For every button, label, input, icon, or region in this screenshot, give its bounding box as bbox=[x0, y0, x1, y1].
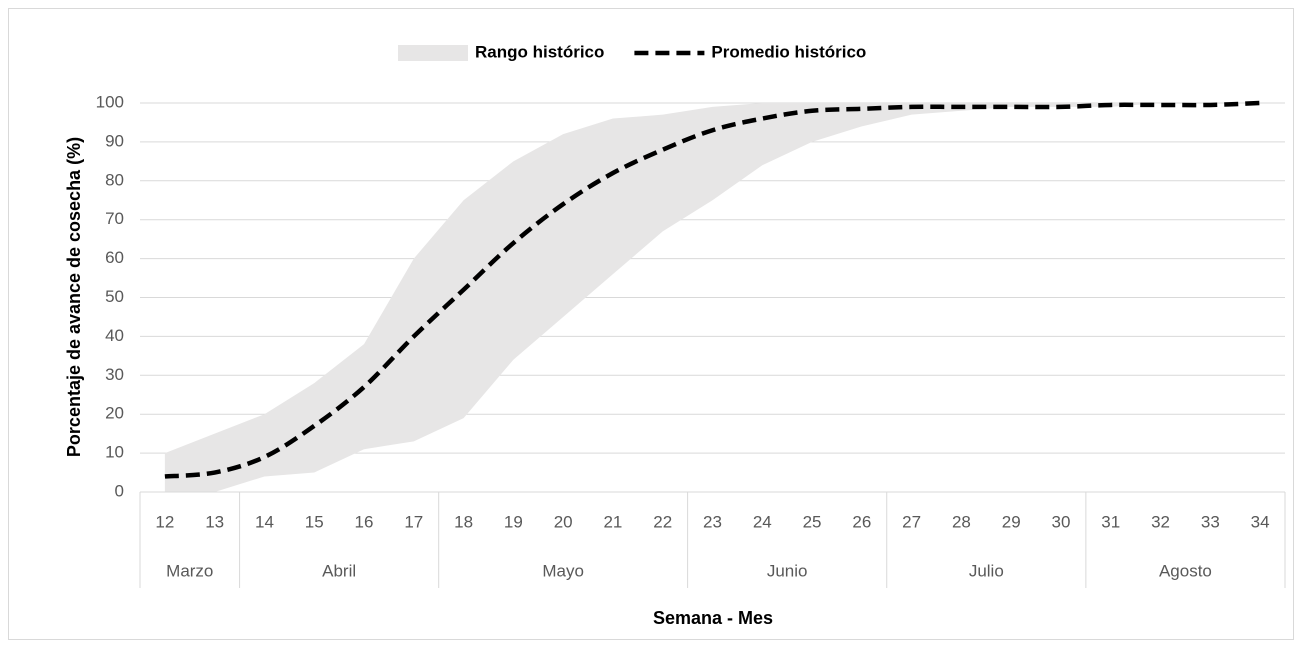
x-tick-label: 20 bbox=[554, 512, 573, 531]
y-tick-label: 80 bbox=[105, 170, 124, 189]
x-tick-label: 29 bbox=[1002, 512, 1021, 531]
y-tick-label: 20 bbox=[105, 404, 124, 423]
x-tick-label: 18 bbox=[454, 512, 473, 531]
x-group-label: Agosto bbox=[1159, 561, 1212, 580]
x-tick-label: 22 bbox=[653, 512, 672, 531]
x-tick-label: 21 bbox=[603, 512, 622, 531]
y-tick-label: 0 bbox=[115, 481, 124, 500]
x-tick-label: 23 bbox=[703, 512, 722, 531]
x-tick-label: 31 bbox=[1101, 512, 1120, 531]
y-tick-label: 10 bbox=[105, 443, 124, 462]
y-tick-label: 40 bbox=[105, 326, 124, 345]
x-tick-label: 25 bbox=[803, 512, 822, 531]
x-group-label: Mayo bbox=[542, 561, 584, 580]
y-tick-label: 60 bbox=[105, 248, 124, 267]
y-tick-label: 30 bbox=[105, 365, 124, 384]
x-tick-label: 13 bbox=[205, 512, 224, 531]
x-tick-label: 17 bbox=[404, 512, 423, 531]
x-tick-label: 14 bbox=[255, 512, 274, 531]
x-tick-label: 16 bbox=[355, 512, 374, 531]
x-axis-title: Semana - Mes bbox=[653, 608, 773, 628]
y-tick-label: 90 bbox=[105, 131, 124, 150]
range-band bbox=[164, 103, 1261, 492]
x-tick-label: 32 bbox=[1151, 512, 1170, 531]
legend-label: Promedio histórico bbox=[711, 42, 866, 61]
x-tick-label: 27 bbox=[902, 512, 921, 531]
legend-label: Rango histórico bbox=[475, 42, 604, 61]
x-tick-label: 30 bbox=[1052, 512, 1071, 531]
y-axis-title: Porcentaje de avance de cosecha (%) bbox=[64, 137, 84, 457]
x-group-label: Junio bbox=[767, 561, 808, 580]
x-tick-label: 33 bbox=[1201, 512, 1220, 531]
chart-frame bbox=[8, 8, 1294, 640]
x-tick-label: 26 bbox=[852, 512, 871, 531]
x-tick-label: 19 bbox=[504, 512, 523, 531]
y-tick-label: 50 bbox=[105, 287, 124, 306]
x-group-label: Marzo bbox=[166, 561, 213, 580]
legend-swatch bbox=[398, 45, 468, 61]
x-tick-label: 15 bbox=[305, 512, 324, 531]
x-tick-label: 28 bbox=[952, 512, 971, 531]
y-tick-label: 100 bbox=[96, 92, 124, 111]
x-tick-label: 12 bbox=[155, 512, 174, 531]
y-tick-label: 70 bbox=[105, 209, 124, 228]
average-line bbox=[164, 100, 1261, 479]
x-group-label: Abril bbox=[322, 561, 356, 580]
x-tick-label: 24 bbox=[753, 512, 772, 531]
x-tick-label: 34 bbox=[1251, 512, 1270, 531]
x-group-label: Julio bbox=[969, 561, 1004, 580]
